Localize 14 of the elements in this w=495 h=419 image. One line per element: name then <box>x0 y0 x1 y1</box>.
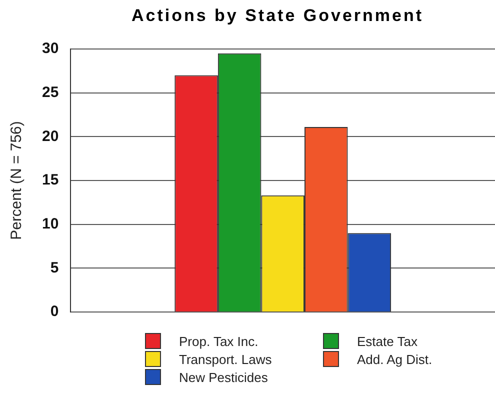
y-axis-title: Percent (N = 756) <box>8 121 26 240</box>
chart-title: Actions by State Government <box>130 6 425 27</box>
y-tick-label: 15 <box>42 172 59 189</box>
y-tick-label: 10 <box>42 215 59 232</box>
y-tick-label: 30 <box>42 40 59 58</box>
y-tick-label: 5 <box>50 259 59 276</box>
legend-label: Transport. Laws <box>179 352 272 366</box>
y-tick-label: 0 <box>50 303 59 320</box>
legend-label: Estate Tax <box>357 334 418 348</box>
y-tick-label: 20 <box>42 128 59 145</box>
y-tick-label: 25 <box>42 84 59 101</box>
legend-label: Prop. Tax Inc. <box>179 334 258 348</box>
legend-label: New Pesticides <box>179 370 268 384</box>
legend-label: Add. Ag Dist. <box>357 352 432 366</box>
